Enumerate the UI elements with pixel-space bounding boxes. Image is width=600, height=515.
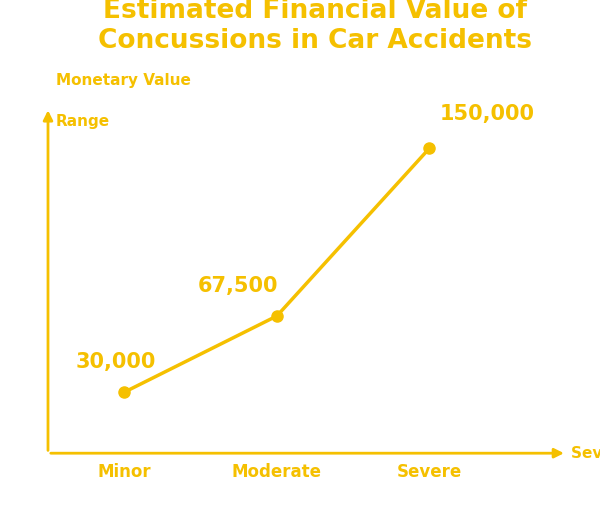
Point [425, 144, 434, 152]
Text: 67,500: 67,500 [197, 276, 278, 296]
Text: Monetary Value: Monetary Value [56, 74, 191, 89]
Title: Estimated Financial Value of
Concussions in Car Accidents: Estimated Financial Value of Concussions… [98, 0, 532, 54]
Point [272, 312, 281, 320]
Text: 150,000: 150,000 [440, 104, 535, 124]
Point [119, 388, 129, 397]
Text: Range: Range [56, 114, 110, 129]
Text: 30,000: 30,000 [76, 352, 156, 372]
Text: Severity Level: Severity Level [571, 445, 600, 461]
